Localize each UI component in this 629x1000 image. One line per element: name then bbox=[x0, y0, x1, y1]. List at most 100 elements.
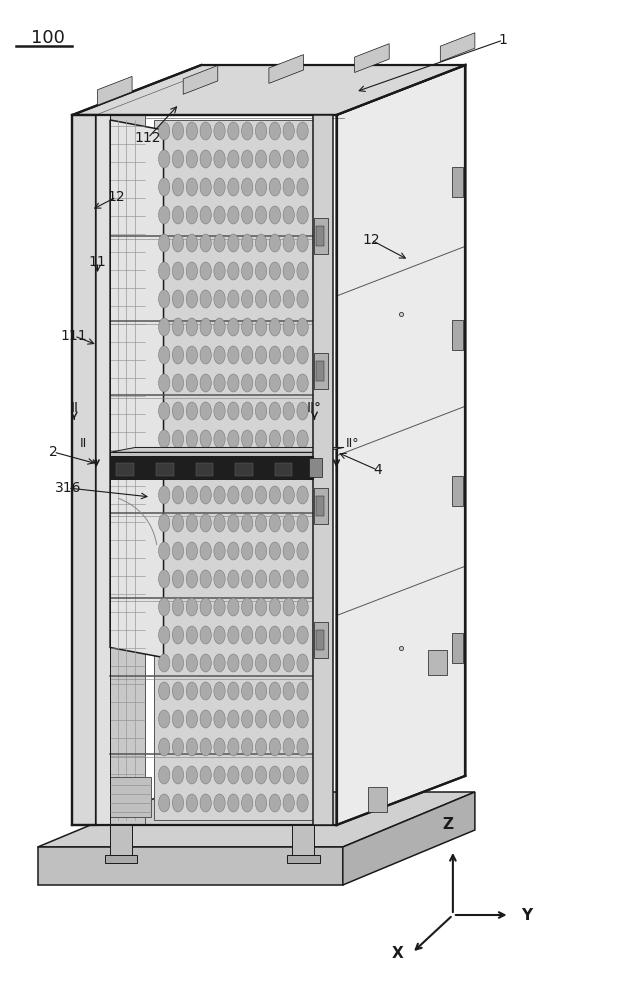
Circle shape bbox=[255, 178, 267, 196]
Circle shape bbox=[228, 346, 239, 364]
Circle shape bbox=[242, 290, 253, 308]
Circle shape bbox=[214, 542, 225, 560]
Circle shape bbox=[200, 122, 211, 140]
Circle shape bbox=[186, 178, 198, 196]
Circle shape bbox=[159, 570, 170, 588]
Circle shape bbox=[159, 346, 170, 364]
Circle shape bbox=[200, 458, 211, 476]
Circle shape bbox=[228, 262, 239, 280]
Circle shape bbox=[297, 626, 308, 644]
Circle shape bbox=[283, 318, 294, 336]
Circle shape bbox=[159, 206, 170, 224]
Circle shape bbox=[242, 570, 253, 588]
Circle shape bbox=[214, 654, 225, 672]
Circle shape bbox=[297, 430, 308, 448]
Circle shape bbox=[283, 654, 294, 672]
Bar bbox=[316, 630, 324, 650]
Circle shape bbox=[214, 598, 225, 616]
Polygon shape bbox=[110, 456, 313, 479]
Circle shape bbox=[269, 710, 281, 728]
Circle shape bbox=[255, 542, 267, 560]
Bar bbox=[275, 463, 292, 476]
Circle shape bbox=[172, 598, 184, 616]
Circle shape bbox=[283, 738, 294, 756]
Bar bbox=[452, 320, 463, 350]
Circle shape bbox=[172, 486, 184, 504]
Circle shape bbox=[172, 150, 184, 168]
Circle shape bbox=[255, 598, 267, 616]
Circle shape bbox=[297, 542, 308, 560]
Circle shape bbox=[186, 738, 198, 756]
Circle shape bbox=[200, 598, 211, 616]
Circle shape bbox=[297, 402, 308, 420]
Text: 111: 111 bbox=[61, 329, 87, 343]
Circle shape bbox=[159, 122, 170, 140]
Circle shape bbox=[214, 318, 225, 336]
Circle shape bbox=[172, 738, 184, 756]
Circle shape bbox=[159, 654, 170, 672]
Circle shape bbox=[172, 122, 184, 140]
Polygon shape bbox=[183, 65, 218, 94]
Circle shape bbox=[186, 402, 198, 420]
Circle shape bbox=[242, 234, 253, 252]
Circle shape bbox=[297, 682, 308, 700]
Circle shape bbox=[200, 290, 211, 308]
Circle shape bbox=[228, 122, 239, 140]
Circle shape bbox=[228, 710, 239, 728]
Circle shape bbox=[242, 206, 253, 224]
Circle shape bbox=[242, 178, 253, 196]
Circle shape bbox=[255, 290, 267, 308]
Circle shape bbox=[186, 682, 198, 700]
Circle shape bbox=[269, 514, 281, 532]
Bar bbox=[314, 353, 328, 389]
Circle shape bbox=[269, 234, 281, 252]
Circle shape bbox=[228, 290, 239, 308]
Circle shape bbox=[214, 206, 225, 224]
Circle shape bbox=[269, 626, 281, 644]
Circle shape bbox=[186, 458, 198, 476]
Circle shape bbox=[283, 150, 294, 168]
Circle shape bbox=[186, 234, 198, 252]
Bar bbox=[452, 167, 463, 197]
Circle shape bbox=[242, 514, 253, 532]
Circle shape bbox=[214, 458, 225, 476]
Circle shape bbox=[172, 766, 184, 784]
Circle shape bbox=[255, 486, 267, 504]
Circle shape bbox=[186, 122, 198, 140]
Circle shape bbox=[297, 654, 308, 672]
Polygon shape bbox=[72, 65, 465, 115]
Text: 112: 112 bbox=[135, 131, 161, 145]
Circle shape bbox=[214, 710, 225, 728]
Circle shape bbox=[228, 206, 239, 224]
Circle shape bbox=[186, 570, 198, 588]
Circle shape bbox=[297, 710, 308, 728]
Circle shape bbox=[228, 626, 239, 644]
Circle shape bbox=[214, 738, 225, 756]
Circle shape bbox=[283, 486, 294, 504]
Circle shape bbox=[214, 122, 225, 140]
Circle shape bbox=[200, 570, 211, 588]
Polygon shape bbox=[110, 120, 164, 658]
Circle shape bbox=[186, 318, 198, 336]
Circle shape bbox=[242, 150, 253, 168]
Circle shape bbox=[159, 150, 170, 168]
Polygon shape bbox=[97, 76, 132, 105]
Circle shape bbox=[297, 234, 308, 252]
Circle shape bbox=[214, 682, 225, 700]
Circle shape bbox=[200, 402, 211, 420]
Bar bbox=[235, 463, 253, 476]
Circle shape bbox=[186, 262, 198, 280]
Circle shape bbox=[269, 402, 281, 420]
Circle shape bbox=[242, 682, 253, 700]
Circle shape bbox=[255, 234, 267, 252]
Circle shape bbox=[255, 346, 267, 364]
Circle shape bbox=[186, 598, 198, 616]
Circle shape bbox=[283, 682, 294, 700]
Circle shape bbox=[255, 710, 267, 728]
Text: 11: 11 bbox=[89, 255, 106, 269]
Circle shape bbox=[200, 234, 211, 252]
Bar bbox=[316, 496, 324, 516]
Circle shape bbox=[228, 542, 239, 560]
Polygon shape bbox=[38, 792, 475, 847]
Polygon shape bbox=[154, 120, 313, 820]
